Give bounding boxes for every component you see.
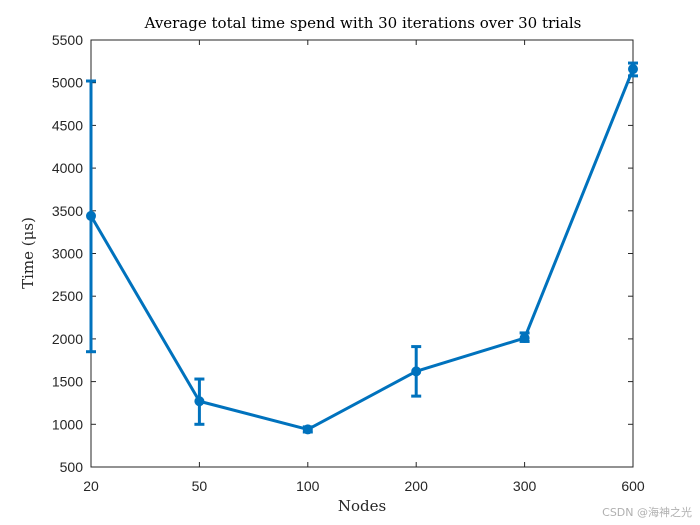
x-axis-label: Nodes — [338, 497, 386, 515]
x-tick-label-50: 50 — [192, 478, 208, 494]
data-point-50 — [194, 396, 205, 407]
data-point-200 — [411, 366, 422, 377]
y-tick-label-5500: 5500 — [52, 32, 83, 48]
y-tick-label-2500: 2500 — [52, 288, 83, 304]
x-tick-label-300: 300 — [513, 478, 537, 494]
y-tick-label-2000: 2000 — [52, 331, 83, 347]
watermark: CSDN @海神之光 — [602, 505, 692, 519]
data-point-300 — [519, 333, 530, 344]
y-tick-label-4000: 4000 — [52, 160, 83, 176]
series-line — [89, 68, 635, 431]
y-tick-label-5000: 5000 — [52, 75, 83, 91]
y-axis-label: Time (μs) — [19, 217, 37, 289]
y-tick-label-1000: 1000 — [52, 416, 83, 432]
y-tick-label-4500: 4500 — [52, 117, 83, 133]
x-tick-label-200: 200 — [405, 478, 429, 494]
x-tick-label-20: 20 — [83, 478, 99, 494]
data-point-20 — [86, 210, 96, 221]
y-tick-label-3000: 3000 — [52, 246, 83, 262]
data-point-100 — [302, 424, 313, 435]
data-series — [86, 61, 638, 435]
plot-area-frame — [90, 39, 634, 468]
data-point-600 — [628, 64, 638, 75]
axis-ticks: 500 1000 1500 2000 2500 3000 3500 4000 4500 5000 5… — [52, 32, 645, 494]
y-tick-label-3500: 3500 — [52, 203, 83, 219]
chart-title: Average total time spend with 30 iterati… — [144, 14, 582, 32]
x-tick-label-100: 100 — [296, 478, 320, 494]
x-tick-label-600: 600 — [621, 478, 645, 494]
y-tick-label-500: 500 — [60, 459, 84, 475]
y-tick-label-1500: 1500 — [52, 374, 83, 390]
